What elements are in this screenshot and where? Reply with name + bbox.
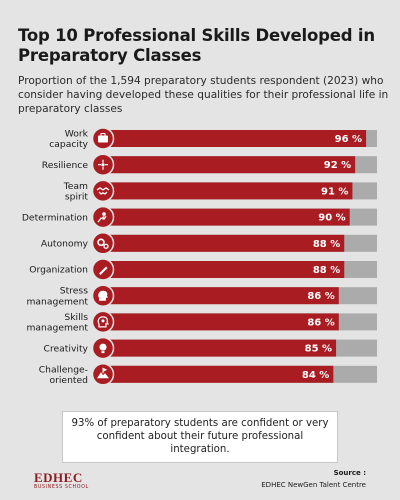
category-label: Stress management (26, 286, 88, 308)
climbing-person-icon (91, 205, 115, 229)
mountain-flag-icon (91, 363, 115, 386)
bar-chart: Work capacity 96 % Resilience 92 % Team spirit… (22, 127, 377, 386)
bar (104, 156, 356, 174)
handshake-icon (91, 179, 115, 203)
bar (104, 182, 353, 200)
bar (104, 339, 337, 357)
category-label: Resilience (42, 160, 89, 171)
category-label: Challenge-oriented (39, 364, 88, 386)
category-label: Organization (29, 265, 88, 276)
data-label: 91 % (321, 186, 348, 197)
source-credit: Source : EDHEC NewGen Talent Centre (261, 467, 366, 491)
edhec-logo: EDHEC BUSINESS SCHOOL (34, 470, 144, 490)
pen-icon (91, 258, 115, 281)
source-text: EDHEC NewGen Talent Centre (261, 481, 366, 489)
bar (104, 208, 350, 226)
bar (104, 261, 345, 278)
source-label: Source : (333, 469, 366, 477)
head-gears-icon (91, 310, 115, 334)
arrows-spread-icon (91, 153, 115, 176)
data-label: 92 % (324, 160, 351, 171)
gears-icon (91, 232, 115, 255)
data-label: 84 % (302, 370, 329, 381)
bar (104, 234, 345, 252)
data-label: 88 % (313, 265, 340, 276)
bar (104, 287, 339, 305)
bar (104, 130, 367, 147)
data-label: 96 % (335, 134, 362, 145)
logo-subtext: BUSINESS SCHOOL (34, 485, 89, 490)
data-label: 86 % (307, 317, 334, 328)
category-label: Creativity (44, 343, 89, 354)
chart-title: Top 10 Professional Skills Developed in … (18, 26, 375, 65)
category-label: Skills management (26, 312, 88, 334)
logo-text: EDHEC (34, 470, 83, 485)
category-label: Autonomy (41, 239, 89, 250)
data-label: 85 % (305, 344, 332, 355)
briefcase-icon (91, 127, 115, 150)
category-label: Determination (22, 212, 88, 223)
head-brain-icon (91, 284, 115, 307)
bar (104, 313, 339, 331)
bar (104, 365, 334, 383)
lightbulb-icon (91, 336, 115, 360)
data-label: 86 % (307, 291, 334, 302)
data-label: 90 % (318, 213, 345, 224)
data-label: 88 % (313, 239, 340, 250)
insight-note: 93% of preparatory students are confiden… (62, 411, 338, 463)
chart-subtitle: Proportion of the 1,594 preparatory stud… (18, 75, 389, 115)
category-label: Team spirit (63, 181, 89, 203)
category-label: Work capacity (49, 129, 88, 151)
